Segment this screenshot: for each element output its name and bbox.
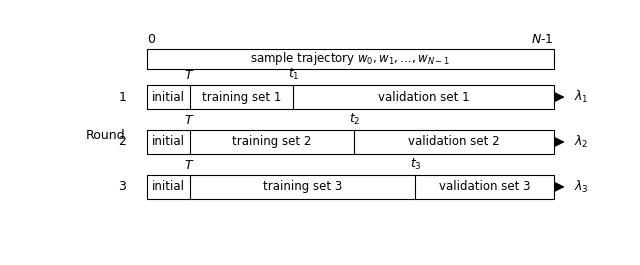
Text: training set 3: training set 3 [263,180,342,193]
Text: initial: initial [152,135,185,148]
Text: $\lambda_3$: $\lambda_3$ [573,179,588,195]
Text: $t_2$: $t_2$ [349,112,360,127]
Text: $N$-1: $N$-1 [531,33,554,46]
Text: $t_3$: $t_3$ [410,156,421,171]
Text: Round: Round [86,129,125,142]
Text: initial: initial [152,180,185,193]
Text: 3: 3 [118,180,126,193]
Text: $T$: $T$ [184,114,195,127]
FancyBboxPatch shape [147,49,554,69]
Text: validation set 1: validation set 1 [378,91,469,104]
Text: initial: initial [152,91,185,104]
Text: $T$: $T$ [184,69,195,82]
FancyBboxPatch shape [147,130,554,154]
Text: 2: 2 [118,135,126,148]
Text: $t_1$: $t_1$ [287,67,299,82]
Text: 0: 0 [147,33,155,46]
Text: training set 1: training set 1 [202,91,281,104]
Text: training set 2: training set 2 [232,135,312,148]
Text: 1: 1 [118,91,126,104]
FancyBboxPatch shape [147,175,554,199]
Text: validation set 2: validation set 2 [408,135,500,148]
Text: $T$: $T$ [184,158,195,171]
Text: validation set 3: validation set 3 [439,180,531,193]
Text: $\lambda_1$: $\lambda_1$ [573,89,588,105]
Text: $\lambda_2$: $\lambda_2$ [573,134,588,150]
FancyBboxPatch shape [147,85,554,109]
Text: sample trajectory $w_0, w_1, \ldots, w_{N-1}$: sample trajectory $w_0, w_1, \ldots, w_{… [250,50,451,67]
